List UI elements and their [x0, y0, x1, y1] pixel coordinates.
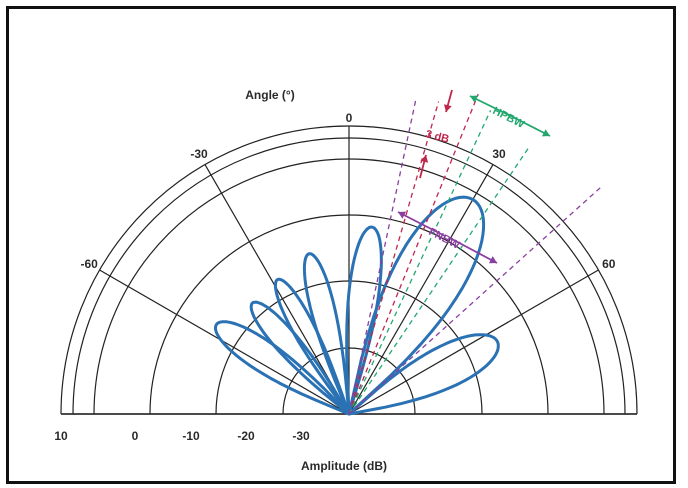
beamwidth-annotations	[348, 89, 603, 415]
main-lobe	[347, 195, 486, 416]
angle-tick-label: 30	[492, 147, 506, 161]
polar-grid	[60, 125, 638, 415]
amplitude-tick-label: -10	[182, 429, 200, 443]
amplitude-axis-label: Amplitude (dB)	[301, 459, 387, 473]
amplitude-tick-label: -30	[292, 429, 310, 443]
angle-tick-label: 60	[602, 257, 616, 271]
three-db-arrow-bottom-head	[420, 155, 429, 163]
fnbw-arrow-left-head	[398, 211, 407, 219]
fnbw-ray-right	[348, 186, 603, 415]
side-lobe-4	[273, 277, 351, 416]
angle-tick-label: -60	[81, 257, 99, 271]
angle-axis-label: Angle (°)	[245, 88, 294, 102]
hpbw-arrow-right-head	[541, 129, 550, 137]
three-db-ray-right	[348, 101, 440, 415]
side-lobe-1	[347, 333, 500, 416]
side-lobe-2	[214, 320, 351, 416]
three-db-arrow-top-head	[443, 104, 452, 112]
hpbw-ray-right	[348, 148, 529, 415]
angle-tick-label: -30	[190, 147, 208, 161]
amplitude-tick-label: -20	[237, 429, 255, 443]
hpbw-ray-left	[348, 110, 492, 415]
side-lobe-5	[302, 252, 351, 416]
angle-tick-label: 0	[346, 111, 353, 125]
hpbw-arrow-right	[504, 112, 551, 137]
grid-spoke	[348, 269, 599, 415]
hpbw-label: HPBW	[491, 105, 527, 131]
three-db-ray-left	[348, 93, 479, 415]
fnbw-arrow-right-head	[488, 256, 497, 264]
fnbw-arrow-right	[449, 237, 498, 264]
hpbw-arrow-left-head	[470, 95, 479, 103]
grid-spoke	[348, 164, 494, 415]
radiation-pattern	[214, 195, 500, 416]
angle-tick-labels: -60 -30 0 30 60	[81, 111, 616, 271]
fnbw-arrow-left	[397, 211, 446, 237]
amplitude-tick-label: 10	[54, 429, 68, 443]
amplitude-tick-labels: 10 0 -10 -20 -30	[54, 429, 310, 443]
amplitude-tick-label: 0	[132, 429, 139, 443]
three-db-label: 3 dB	[424, 128, 450, 145]
side-lobe-6	[345, 225, 383, 416]
